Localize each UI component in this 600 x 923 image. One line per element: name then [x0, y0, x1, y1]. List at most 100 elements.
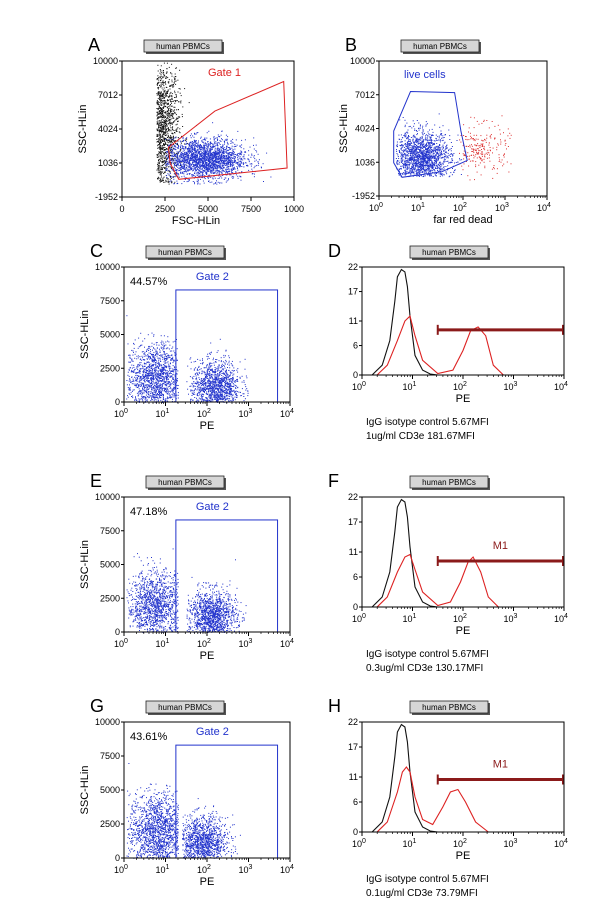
- data-point: [403, 154, 405, 156]
- data-point: [461, 165, 463, 167]
- data-point: [192, 175, 194, 177]
- data-point: [159, 146, 160, 148]
- data-point: [171, 162, 173, 164]
- data-point: [158, 133, 160, 135]
- data-point: [220, 172, 222, 174]
- data-point: [213, 160, 215, 161]
- data-point: [421, 164, 423, 166]
- data-point: [159, 107, 161, 109]
- data-point: [198, 148, 200, 150]
- data-point: [438, 148, 440, 150]
- data-point: [169, 114, 171, 116]
- data-point: [230, 161, 231, 163]
- data-point: [157, 171, 159, 173]
- data-point: [173, 76, 175, 78]
- data-point: [434, 156, 436, 158]
- data-point: [171, 138, 173, 140]
- data-point: [197, 143, 199, 145]
- data-point: [165, 91, 167, 93]
- data-point: [158, 151, 160, 153]
- data-point: [188, 162, 190, 164]
- data-point: [435, 138, 437, 140]
- data-point: [426, 157, 428, 159]
- data-point: [183, 147, 185, 149]
- data-point: [230, 158, 232, 160]
- data-point: [203, 141, 205, 143]
- data-point: [205, 162, 207, 164]
- data-point: [159, 127, 161, 129]
- data-point: [476, 151, 477, 153]
- data-point: [225, 151, 227, 153]
- data-point: [161, 94, 163, 96]
- data-point: [175, 153, 177, 155]
- data-point: [416, 175, 418, 177]
- data-point: [210, 176, 212, 178]
- data-point: [194, 147, 196, 149]
- data-point: [227, 166, 229, 168]
- data-point: [475, 161, 477, 163]
- data-point: [434, 148, 436, 150]
- data-point: [186, 155, 188, 157]
- data-point: [202, 166, 204, 168]
- data-point: [220, 154, 222, 156]
- data-point: [217, 161, 219, 163]
- data-point: [428, 159, 430, 160]
- data-point: [187, 158, 189, 160]
- data-point: [195, 159, 197, 161]
- data-point: [169, 107, 171, 109]
- data-point: [211, 170, 213, 172]
- data-point: [423, 162, 425, 164]
- data-point: [438, 113, 440, 115]
- data-point: [216, 147, 218, 149]
- data-point: [164, 139, 166, 141]
- data-point: [445, 157, 447, 159]
- data-point: [164, 125, 166, 127]
- data-point: [169, 151, 171, 153]
- data-point: [225, 157, 227, 159]
- data-point: [175, 101, 177, 103]
- data-point: [168, 162, 170, 164]
- data-point: [194, 156, 196, 158]
- data-point: [417, 152, 419, 154]
- data-point: [189, 160, 191, 162]
- data-point: [158, 110, 160, 112]
- data-point: [418, 159, 420, 160]
- data-point: [222, 148, 224, 150]
- data-point: [440, 166, 442, 168]
- data-point: [202, 156, 204, 158]
- data-point: [164, 137, 166, 139]
- data-point: [199, 154, 201, 156]
- data-point: [184, 160, 186, 161]
- data-point: [202, 171, 204, 173]
- data-point: [159, 148, 161, 150]
- data-point: [224, 177, 226, 179]
- data-point: [227, 167, 229, 169]
- data-point: [409, 151, 411, 153]
- data-point: [168, 115, 170, 117]
- data-point: [221, 170, 223, 172]
- data-point: [169, 122, 171, 124]
- data-point: [173, 85, 175, 87]
- data-point: [404, 143, 406, 145]
- data-point: [192, 143, 194, 145]
- data-point: [205, 171, 207, 173]
- data-point: [157, 104, 159, 105]
- data-point: [210, 148, 211, 150]
- data-point: [184, 147, 186, 149]
- data-point: [216, 138, 218, 140]
- data-point: [165, 113, 167, 115]
- data-point: [447, 156, 448, 158]
- data-point: [165, 164, 167, 166]
- data-point: [402, 137, 404, 139]
- data-point: [177, 109, 179, 111]
- data-point: [205, 147, 207, 149]
- data-point: [220, 152, 222, 154]
- data-point: [414, 168, 416, 170]
- data-point: [174, 169, 176, 171]
- data-point: [436, 168, 438, 169]
- data-point: [192, 164, 194, 165]
- data-point: [165, 130, 167, 132]
- data-point: [231, 153, 233, 155]
- data-point: [450, 142, 452, 143]
- data-point: [161, 107, 163, 109]
